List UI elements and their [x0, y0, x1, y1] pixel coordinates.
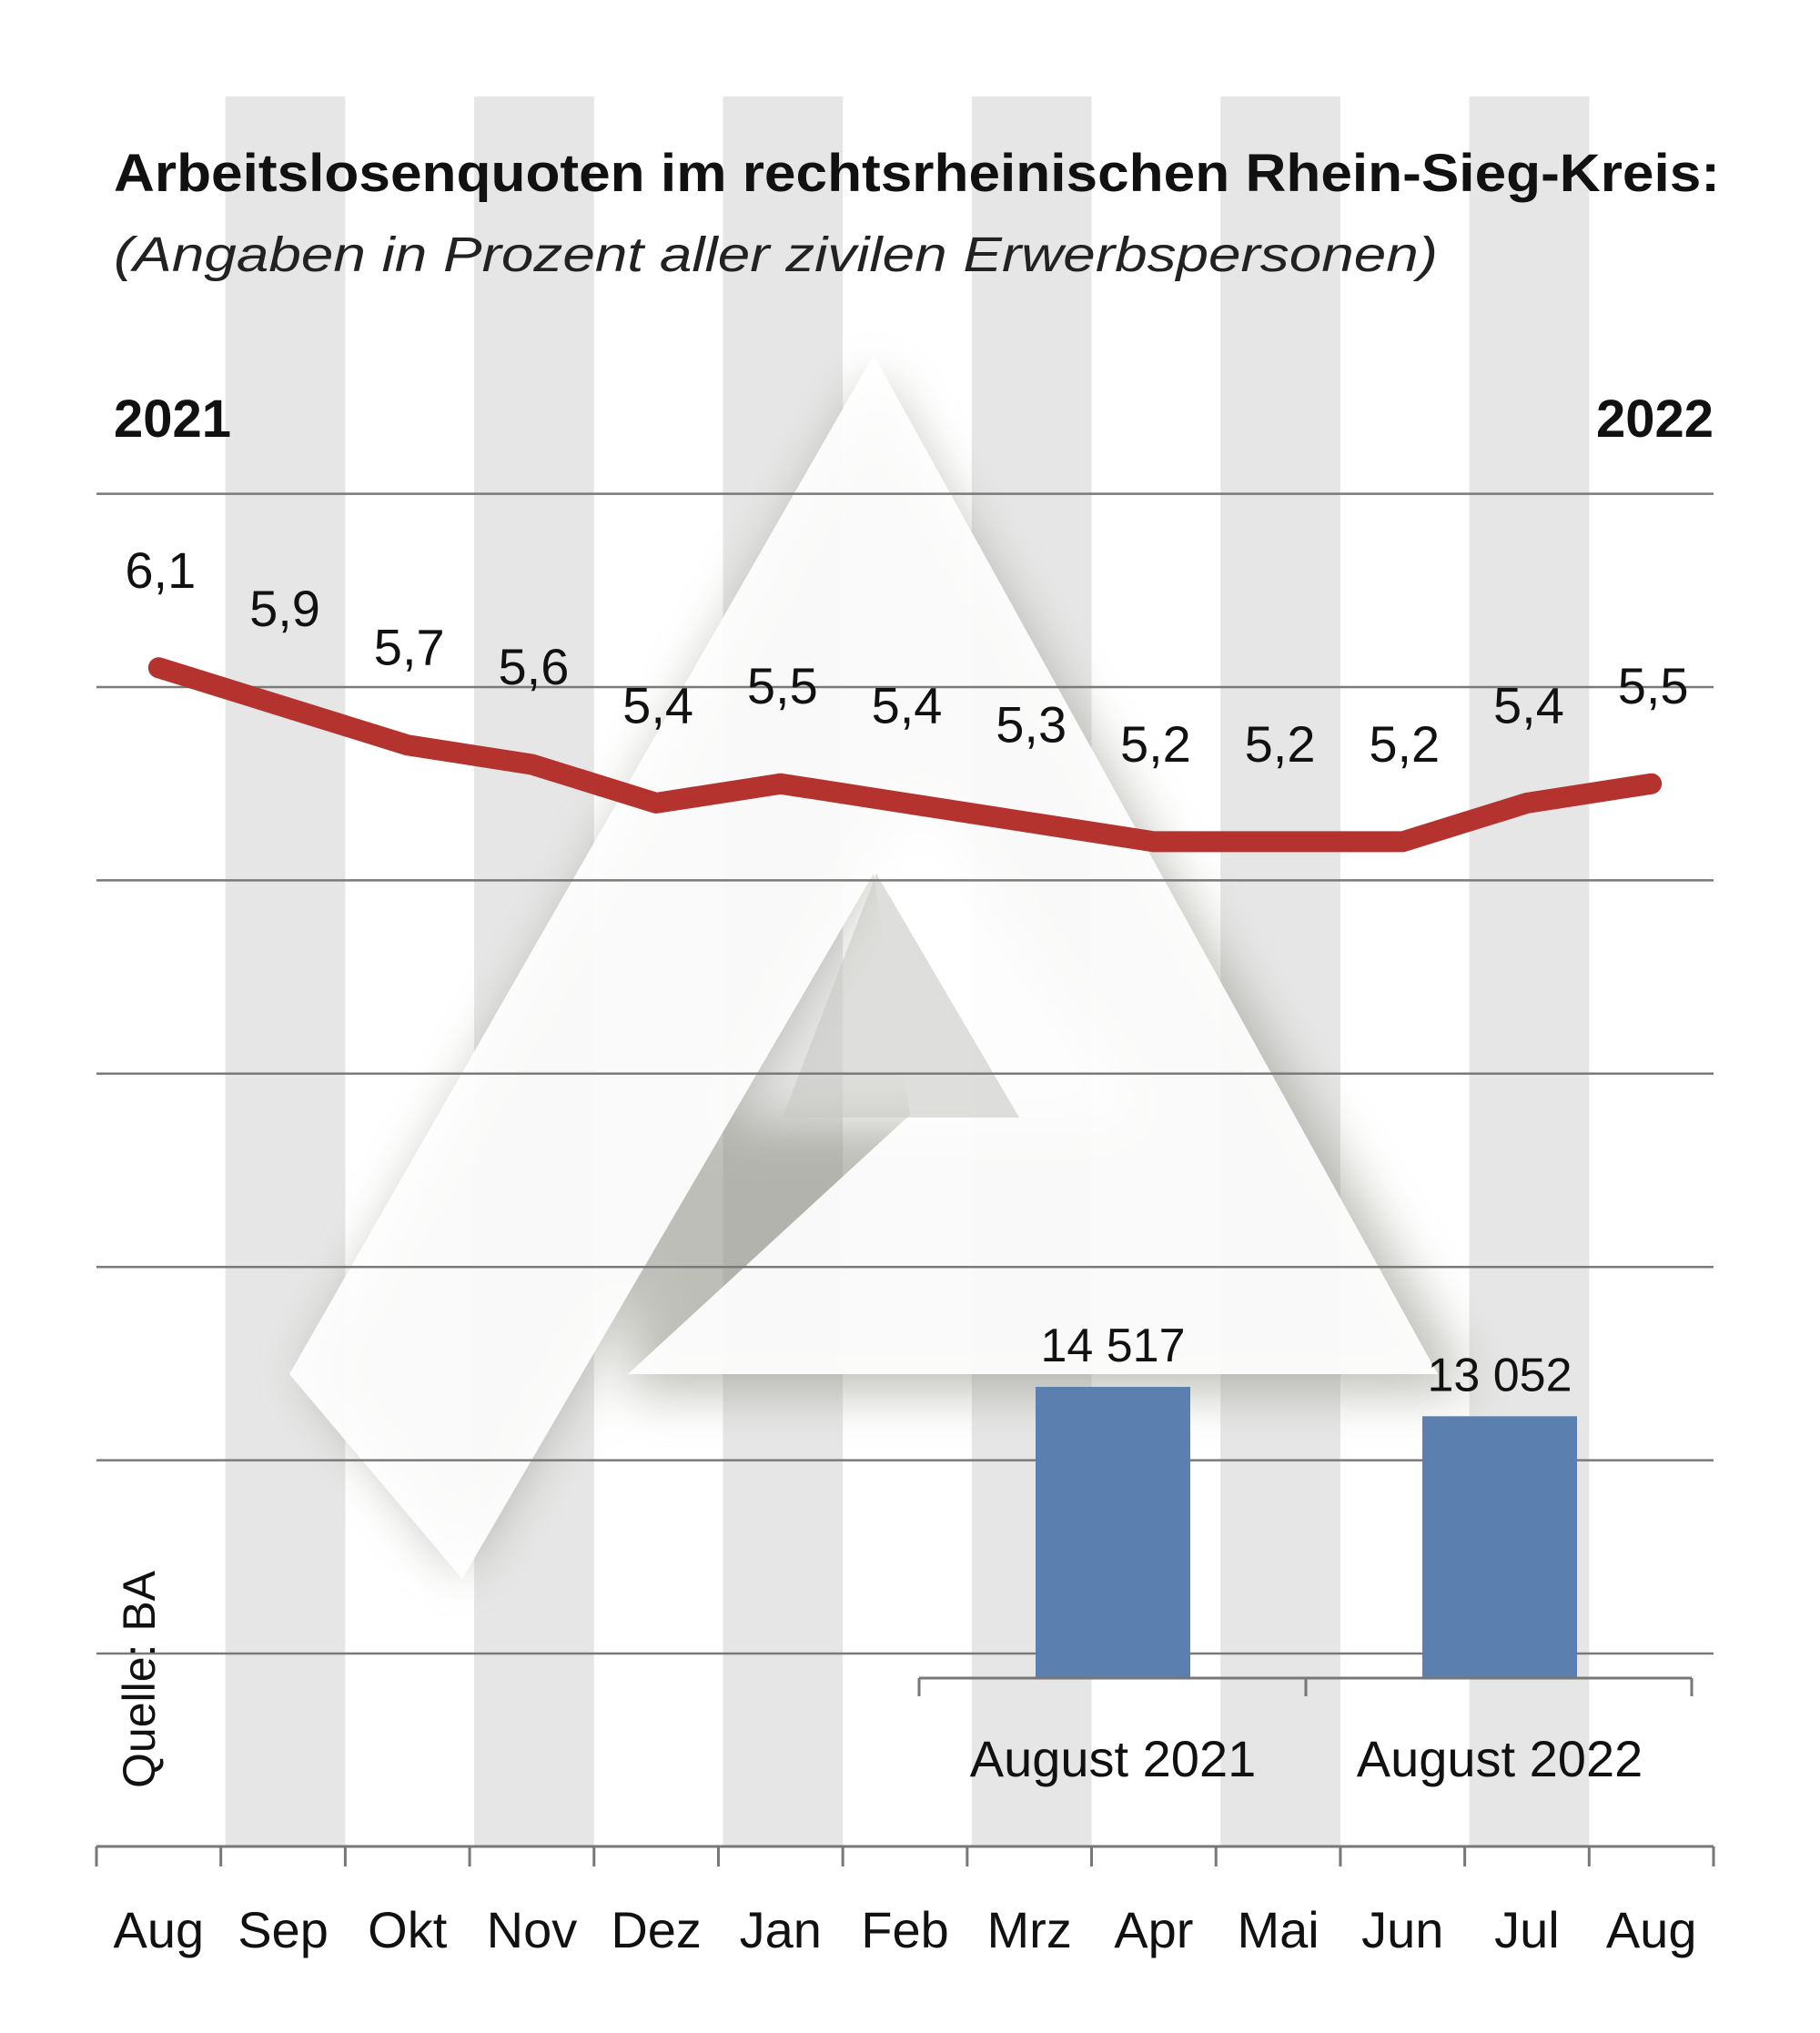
bar	[1422, 1416, 1577, 1678]
bar-value-label: 14 517	[1040, 1320, 1185, 1372]
data-label: 5,6	[498, 638, 569, 695]
month-label: Feb	[861, 1901, 949, 1958]
data-label: 5,5	[747, 657, 818, 714]
bar-category-label: August 2021	[970, 1730, 1256, 1787]
data-label: 5,4	[872, 676, 943, 733]
month-label: Dez	[611, 1901, 702, 1958]
month-label: Okt	[368, 1901, 448, 1958]
source-label: Quelle: BA	[114, 1570, 165, 1788]
month-label: Jul	[1494, 1901, 1560, 1958]
bar	[1036, 1387, 1190, 1678]
stripe	[225, 96, 346, 1846]
data-label: 5,5	[1618, 657, 1689, 714]
month-label: Jun	[1361, 1901, 1443, 1958]
data-label: 5,2	[1369, 715, 1440, 773]
data-label: 5,2	[1120, 715, 1191, 773]
year-end-label: 2022	[1596, 389, 1714, 449]
stripe	[1220, 96, 1340, 1846]
year-start-label: 2021	[114, 389, 231, 449]
month-label: Mrz	[987, 1901, 1072, 1958]
data-label: 5,9	[249, 580, 320, 637]
line-series: 6,1 5,9 5,7 5,6 5,4 5,5 5,4 5,3 5,2 5,2 5,2 5,4 5,5	[125, 541, 1689, 853]
bar-value-label: 13 052	[1427, 1349, 1572, 1401]
month-label: Sep	[238, 1901, 329, 1958]
bar-inset: 14 517 August 2021 13 052 August 2022	[917, 1320, 1694, 1787]
chart-subtitle: (Angaben in Prozent aller zivilen Erwerb…	[114, 228, 1438, 282]
data-label: 5,3	[996, 696, 1067, 754]
background-stripes	[225, 96, 1590, 1846]
month-label: Nov	[487, 1901, 578, 1958]
chart-title: Arbeitslosenquoten im rechtsrheinischen …	[114, 144, 1720, 203]
data-label: 5,4	[622, 676, 693, 733]
month-label: Aug	[114, 1901, 205, 1958]
month-label: Mai	[1237, 1901, 1319, 1958]
x-axis: Aug Sep Okt Nov Dez Jan Feb Mrz Apr Mai Jun Jul Aug	[95, 1845, 1715, 1958]
month-label: Apr	[1114, 1901, 1193, 1958]
month-label: Jan	[740, 1901, 822, 1958]
month-label: Aug	[1606, 1901, 1697, 1958]
data-label: 5,7	[374, 619, 445, 676]
watermark-logo	[289, 355, 1474, 1579]
rate-line	[147, 657, 1663, 853]
bar-category-label: August 2022	[1357, 1730, 1643, 1787]
data-label: 5,2	[1245, 715, 1316, 773]
data-label: 5,4	[1493, 676, 1564, 733]
data-label: 6,1	[125, 541, 196, 599]
